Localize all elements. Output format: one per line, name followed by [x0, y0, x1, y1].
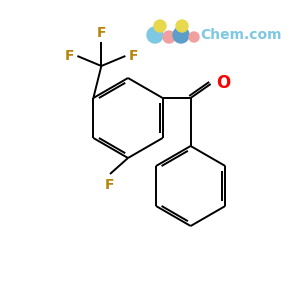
Circle shape	[154, 20, 166, 32]
Text: F: F	[97, 26, 106, 40]
Text: F: F	[65, 49, 74, 63]
Text: Chem.com: Chem.com	[200, 28, 281, 42]
Circle shape	[176, 20, 188, 32]
Circle shape	[147, 27, 163, 43]
Circle shape	[163, 31, 175, 43]
Text: O: O	[216, 74, 230, 92]
Text: F: F	[128, 49, 138, 63]
Circle shape	[189, 32, 199, 42]
Text: F: F	[105, 178, 115, 192]
Circle shape	[173, 27, 189, 43]
